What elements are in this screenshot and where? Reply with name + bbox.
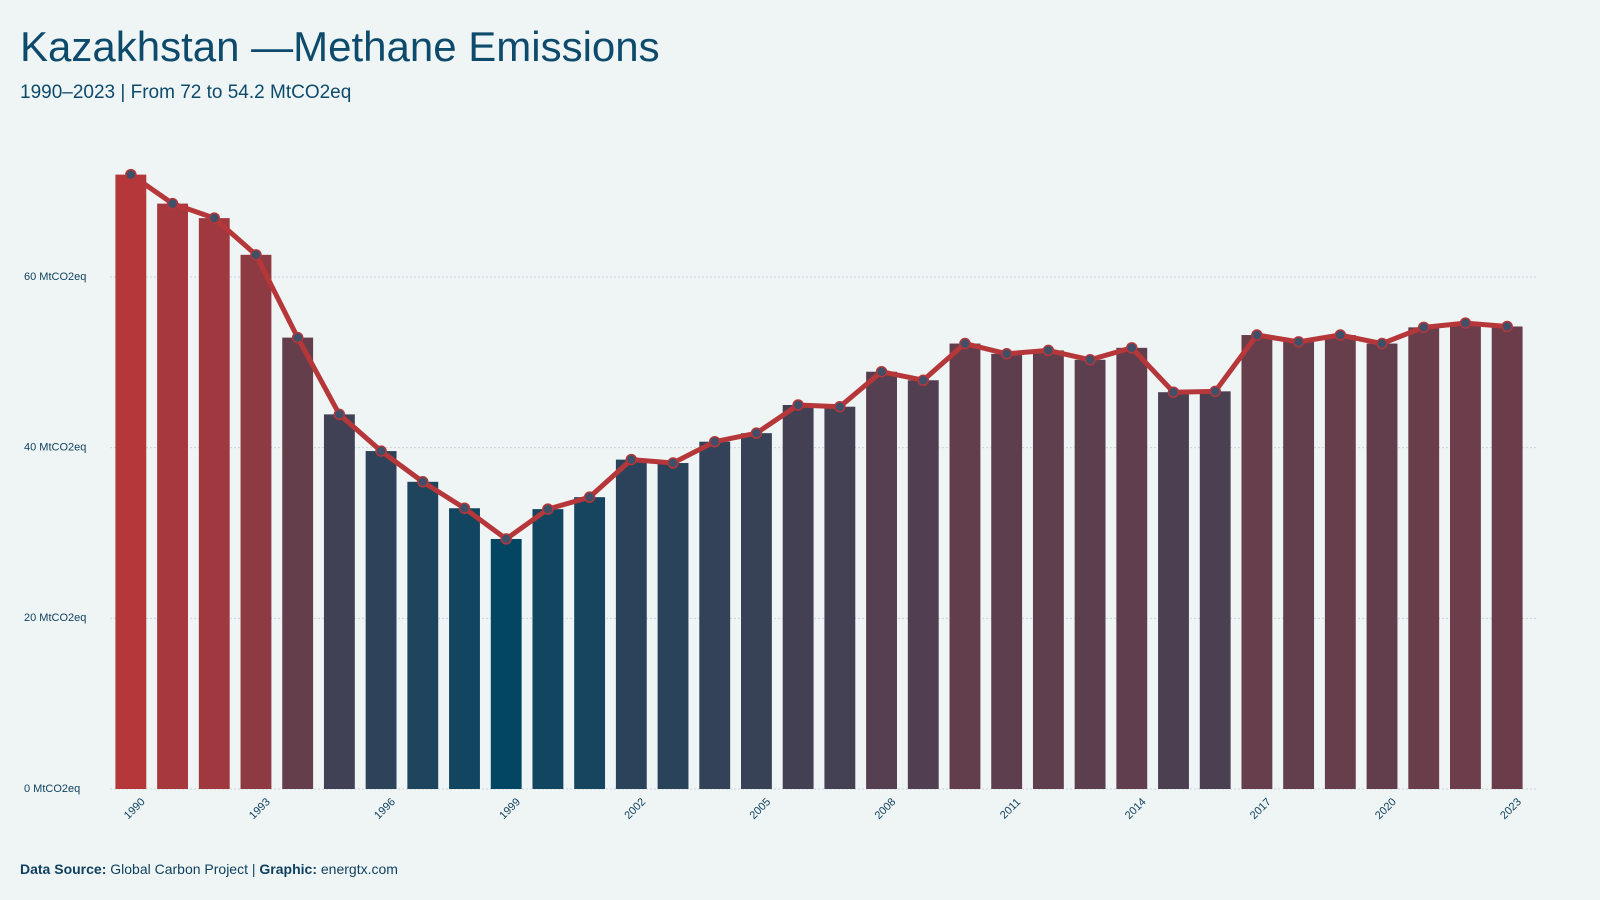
point: [1501, 320, 1513, 333]
point: [750, 427, 763, 439]
point: [1292, 336, 1305, 348]
footer-source-label: Data Source:: [20, 861, 106, 877]
point: [458, 502, 471, 515]
point: [1084, 354, 1096, 366]
bar: [1408, 327, 1440, 789]
chart-title: Kazakhstan —Methane Emissions: [20, 23, 660, 70]
bar: [1366, 343, 1398, 789]
point: [291, 331, 304, 344]
x-tick-label: 1993: [247, 796, 273, 822]
bar: [407, 481, 439, 789]
x-tick-label: 1996: [372, 796, 398, 822]
bar: [949, 343, 981, 789]
x-tick-label: 2002: [622, 796, 648, 822]
y-tick-label: 0 MtCO2eq: [24, 783, 80, 795]
point: [208, 212, 221, 224]
x-tick-label: 2008: [873, 796, 899, 822]
bar: [490, 538, 522, 789]
point: [667, 457, 679, 469]
bar: [907, 380, 939, 789]
bar: [157, 203, 188, 789]
point: [1417, 321, 1430, 334]
bar: [198, 218, 230, 789]
bar: [1032, 350, 1064, 789]
point: [250, 249, 262, 261]
point: [1251, 329, 1263, 341]
point: [583, 491, 596, 503]
bar: [115, 174, 147, 790]
bar: [782, 405, 814, 789]
point: [1042, 344, 1055, 357]
footer-graphic: energtx.com: [321, 861, 398, 877]
x-tick-label: 2005: [747, 796, 773, 822]
point: [417, 476, 429, 488]
point: [1209, 385, 1221, 398]
x-tick-label: 2023: [1498, 796, 1524, 822]
bar: [615, 459, 647, 789]
point: [125, 168, 137, 181]
bar: [365, 451, 397, 789]
x-tick-label: 2020: [1373, 796, 1399, 822]
point: [1334, 329, 1347, 341]
bar: [1491, 326, 1523, 789]
point: [1000, 348, 1013, 360]
point: [1376, 337, 1388, 350]
bar: [991, 353, 1023, 789]
bar: [574, 497, 606, 789]
bar: [1241, 335, 1273, 789]
point: [708, 435, 721, 448]
point: [917, 374, 930, 387]
point: [959, 337, 971, 350]
point: [625, 453, 638, 466]
bar: [866, 371, 897, 789]
bar: [1074, 359, 1106, 789]
footer-separator: |: [252, 861, 256, 877]
y-tick-label: 60 MtCO2eq: [24, 271, 86, 283]
bar: [1324, 335, 1356, 789]
bar: [449, 508, 480, 789]
bar: [323, 414, 355, 789]
point: [834, 400, 846, 413]
x-tick-label: 2017: [1248, 796, 1274, 822]
y-tick-label: 20 MtCO2eq: [24, 612, 86, 624]
footer: Data Source: Global Carbon Project | Gra…: [20, 861, 398, 877]
point: [375, 445, 387, 457]
bar: [282, 337, 314, 789]
x-tick-label: 2011: [998, 796, 1023, 821]
point: [542, 503, 554, 515]
x-tick-label: 1990: [122, 796, 148, 822]
bar: [1450, 323, 1481, 789]
point: [792, 399, 804, 411]
point: [333, 408, 346, 421]
point: [1167, 386, 1180, 398]
bar: [532, 509, 564, 789]
footer-graphic-label: Graphic:: [259, 861, 317, 877]
x-tick-label: 2014: [1123, 796, 1149, 822]
point: [1126, 342, 1138, 354]
bar: [240, 254, 272, 789]
trend-line: [129, 172, 1508, 542]
y-tick-label: 40 MtCO2eq: [24, 442, 86, 454]
bar: [1283, 341, 1315, 789]
point: [500, 533, 512, 545]
bar: [657, 463, 689, 789]
bar: [699, 441, 731, 789]
bar: [741, 433, 772, 789]
point: [166, 197, 179, 210]
point: [875, 365, 888, 378]
chart-subtitle: 1990–2023 | From 72 to 54.2 MtCO2eq: [20, 82, 351, 103]
point: [1459, 317, 1472, 329]
bar: [1199, 391, 1231, 789]
bar: [824, 406, 856, 789]
footer-source: Global Carbon Project: [110, 861, 248, 877]
x-tick-label: 1999: [497, 796, 523, 822]
bar: [1116, 347, 1148, 789]
bar: [1158, 392, 1189, 789]
